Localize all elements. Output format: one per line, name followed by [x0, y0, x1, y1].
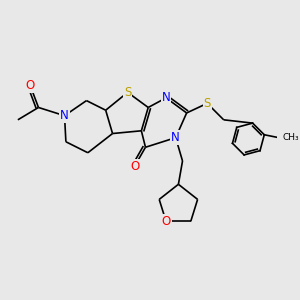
- Text: CH₃: CH₃: [282, 133, 299, 142]
- Text: N: N: [171, 131, 180, 144]
- Text: O: O: [26, 79, 35, 92]
- Text: O: O: [161, 215, 171, 228]
- Text: O: O: [130, 160, 139, 173]
- Text: N: N: [60, 109, 69, 122]
- Text: S: S: [203, 97, 211, 110]
- Text: N: N: [162, 92, 170, 104]
- Text: S: S: [124, 86, 131, 99]
